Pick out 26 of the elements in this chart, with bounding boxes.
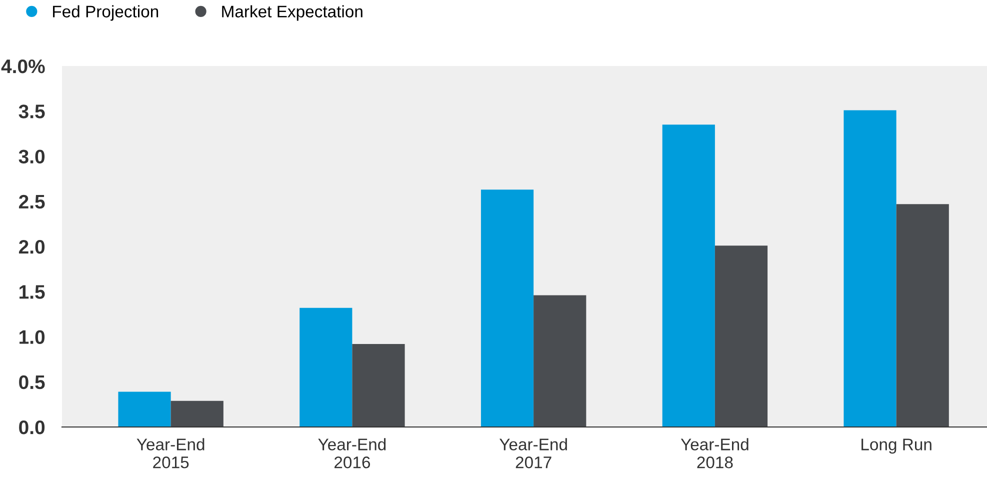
bar [118, 392, 171, 427]
bar [844, 110, 896, 427]
bar [714, 246, 768, 427]
y-tick-label: 1.5 [20, 285, 45, 299]
legend-label: Market Expectation [222, 5, 362, 21]
y-tick-label: 4.0% [1, 59, 45, 74]
x-tick-label: Year-End 2017 [499, 438, 567, 468]
x-tick-label: Year-End 2018 [680, 438, 748, 468]
bar [170, 400, 224, 427]
y-tick-label: 3.5 [18, 104, 45, 118]
y-tick-label: 2.0 [18, 240, 45, 254]
y-tick-label: 1.0 [20, 330, 45, 344]
x-tick-label: Year-End 2016 [318, 438, 386, 468]
y-tick-label: 3.0 [18, 150, 45, 164]
bar [352, 344, 405, 427]
bar [480, 190, 534, 427]
y-tick-label: 2.5 [18, 194, 45, 209]
bar [896, 204, 949, 427]
legend-label: Fed Projection [53, 5, 158, 21]
bar [534, 295, 586, 427]
x-tick-label: Year-End 2015 [136, 438, 204, 468]
bar [662, 124, 715, 427]
y-tick-label: 0.0 [19, 420, 45, 434]
x-tick-label: Long Run [862, 438, 932, 454]
y-tick-label: 0.5 [19, 375, 45, 390]
bar [300, 308, 352, 427]
